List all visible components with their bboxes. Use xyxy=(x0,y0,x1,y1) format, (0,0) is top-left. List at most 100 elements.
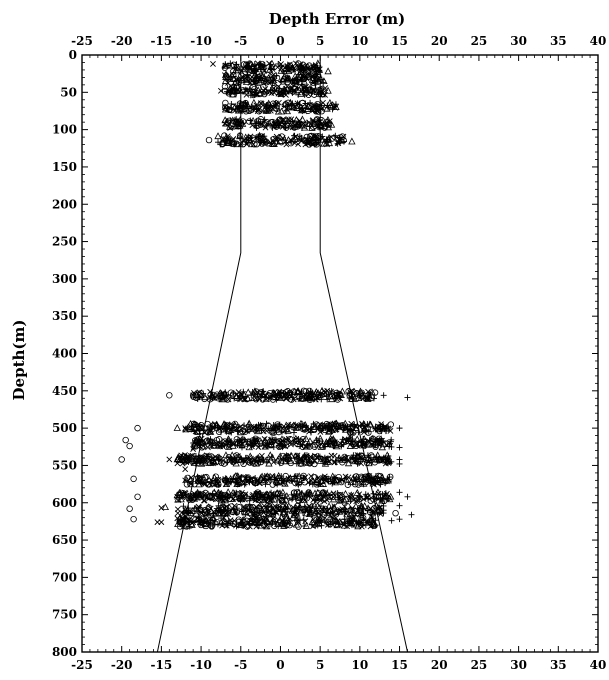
dense-band-marker xyxy=(213,436,221,444)
x-axis-title: Depth Error (m) xyxy=(269,10,406,28)
dense-band-marker xyxy=(365,472,372,480)
dense-band-marker xyxy=(264,106,272,114)
x-tick-label-bottom: 20 xyxy=(431,658,448,672)
dense-band-marker xyxy=(379,439,388,447)
dense-band-marker xyxy=(266,473,273,480)
dense-band-marker xyxy=(335,140,342,147)
dense-band-marker xyxy=(246,459,254,466)
x-tick-label-bottom: 15 xyxy=(391,658,408,672)
dense-band-marker xyxy=(190,420,198,428)
circle-marker xyxy=(376,508,383,515)
x-tick-label-top: -15 xyxy=(151,34,173,48)
dense-band-marker xyxy=(385,457,392,464)
dense-band-marker xyxy=(284,426,292,434)
dense-band-marker xyxy=(237,102,244,109)
x-marker xyxy=(214,392,220,399)
dense-band-marker xyxy=(333,392,341,399)
dense-band-marker xyxy=(307,390,315,397)
dense-band-marker xyxy=(208,389,215,396)
dense-band-marker xyxy=(224,137,232,145)
dense-band-marker xyxy=(281,503,289,511)
dense-band-marker xyxy=(324,396,331,403)
dense-band-marker xyxy=(224,133,231,140)
x-tick-label-bottom: 5 xyxy=(316,658,324,672)
dense-band-marker xyxy=(318,117,325,124)
dense-band-marker xyxy=(242,101,249,108)
triangle-marker xyxy=(237,492,245,500)
dense-band-marker xyxy=(284,74,292,82)
triangle-marker xyxy=(316,391,324,399)
circle-marker xyxy=(281,64,288,71)
plus-marker xyxy=(396,425,403,432)
dense-band-marker xyxy=(291,474,299,482)
dense-band-marker xyxy=(292,479,299,487)
dense-band-marker xyxy=(218,395,226,403)
dense-band-marker xyxy=(288,441,294,448)
dense-band-marker xyxy=(235,518,243,526)
dense-band-marker xyxy=(282,453,290,461)
x-tick-label-bottom: -25 xyxy=(71,658,93,672)
dense-band-marker xyxy=(222,136,229,143)
dense-band-marker xyxy=(230,71,237,79)
dense-band-marker xyxy=(364,494,371,501)
dense-band-marker xyxy=(301,523,308,530)
circle-marker xyxy=(372,456,379,463)
dense-band-marker xyxy=(257,480,263,487)
dense-band-marker xyxy=(238,444,245,451)
dense-band-marker xyxy=(310,123,317,131)
triangle-marker xyxy=(308,518,316,525)
dense-band-marker xyxy=(191,455,199,463)
dense-band-marker xyxy=(356,478,363,485)
dense-band-marker xyxy=(316,519,323,526)
dense-band-marker xyxy=(317,503,324,510)
triangle-marker xyxy=(181,506,189,514)
dense-band-marker xyxy=(290,85,297,92)
dense-band-marker xyxy=(270,495,279,503)
dense-band-marker xyxy=(350,452,357,459)
dense-band-marker xyxy=(257,76,266,84)
circle-marker xyxy=(316,438,324,445)
dense-band-marker xyxy=(353,390,360,397)
x-marker xyxy=(158,505,165,511)
dense-band-marker xyxy=(279,488,287,496)
x-tick-label-top: -25 xyxy=(71,34,93,48)
dense-band-marker xyxy=(346,506,354,514)
dense-band-marker xyxy=(222,425,229,432)
dense-band-marker xyxy=(355,429,362,436)
dense-band-marker xyxy=(263,518,271,526)
dense-band-marker xyxy=(306,480,313,487)
dense-band-marker xyxy=(285,116,292,123)
dense-band-marker xyxy=(290,387,298,395)
dense-band-marker xyxy=(239,105,247,113)
circle-marker xyxy=(269,87,276,95)
dense-band-marker xyxy=(234,505,241,512)
dense-band-marker xyxy=(194,473,201,480)
dense-band-marker xyxy=(260,506,267,513)
dense-band-marker xyxy=(296,503,304,511)
dense-band-marker xyxy=(266,60,273,67)
dense-band-marker xyxy=(194,427,202,435)
dense-band-marker xyxy=(294,456,301,463)
dense-band-marker xyxy=(358,516,365,524)
dense-band-marker xyxy=(249,388,256,395)
circle-marker xyxy=(213,518,221,526)
dense-band-marker xyxy=(224,506,231,513)
dense-band-marker xyxy=(294,119,303,127)
dense-band-marker xyxy=(269,100,277,107)
dense-band-marker xyxy=(191,504,199,512)
dense-band-marker xyxy=(300,120,307,127)
x-tick-label-top: 25 xyxy=(471,34,488,48)
plus-marker xyxy=(372,438,379,445)
dense-band-marker xyxy=(233,436,241,443)
dense-band-marker xyxy=(263,420,270,427)
dense-band-marker xyxy=(259,422,266,430)
triangle-marker xyxy=(300,455,308,463)
dense-band-marker xyxy=(311,91,318,98)
circle-marker xyxy=(130,515,137,523)
dense-band-marker xyxy=(241,521,248,528)
dense-band-marker xyxy=(255,78,264,86)
circle-marker xyxy=(356,507,364,514)
dense-band-marker xyxy=(368,518,377,526)
triangle-marker xyxy=(237,391,245,399)
triangle-marker xyxy=(245,74,253,82)
